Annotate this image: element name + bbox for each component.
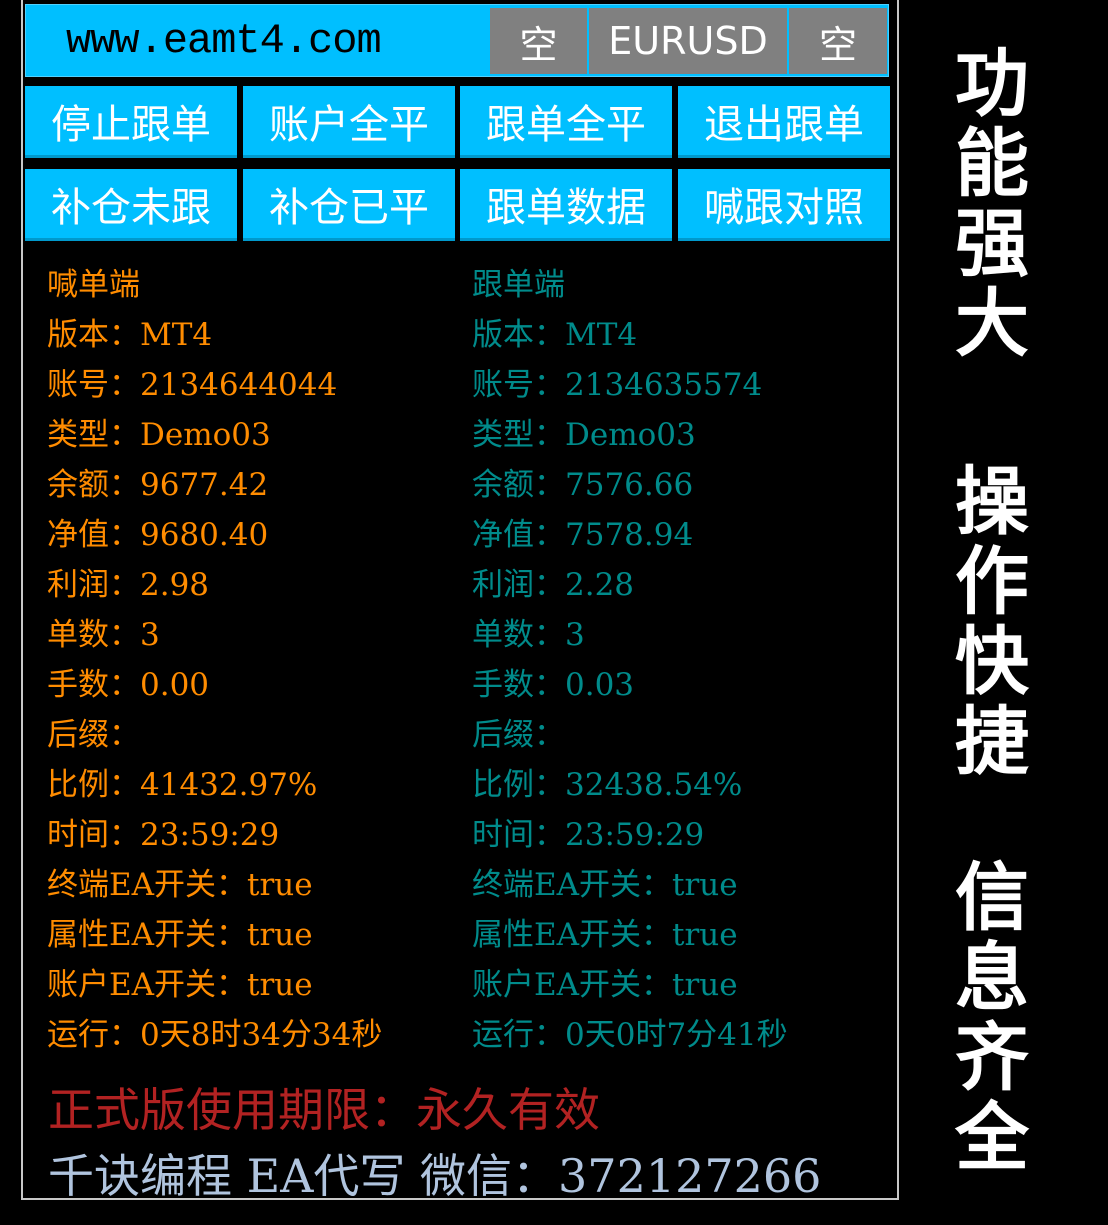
compare-button[interactable]: 喊跟对照 xyxy=(678,169,890,241)
follower-info-row: 时间：23:59:29 xyxy=(472,817,705,853)
close-copied-button[interactable]: 跟单全平 xyxy=(460,86,672,158)
copy-data-button[interactable]: 跟单数据 xyxy=(460,169,672,241)
follower-info-row: 属性EA开关：true xyxy=(472,917,738,953)
close-account-button[interactable]: 账户全平 xyxy=(243,86,455,158)
left-slot-button[interactable]: 空 xyxy=(490,8,587,74)
follower-info-row: 余额：7576.66 xyxy=(472,467,694,503)
right-slot-button[interactable]: 空 xyxy=(789,8,887,74)
follower-info-row: 手数：0.03 xyxy=(472,667,635,703)
follower-title: 跟单端 xyxy=(472,267,565,303)
caller-info-row: 净值：9680.40 xyxy=(47,517,269,553)
caller-title: 喊单端 xyxy=(47,267,140,303)
follower-info-row: 账户EA开关：true xyxy=(472,967,738,1003)
caller-info-row: 余额：9677.42 xyxy=(47,467,269,503)
contact-info: 千诀编程 EA代写 微信：372127266 xyxy=(48,1149,822,1203)
follower-info-row: 运行：0天0时7分41秒 xyxy=(472,1017,788,1053)
follower-info-row: 终端EA开关：true xyxy=(472,867,738,903)
caller-info-row: 比例：41432.97% xyxy=(47,767,318,803)
slogan-1: 功能强大 xyxy=(955,41,1029,367)
caller-info-row: 运行：0天8时34分34秒 xyxy=(47,1017,383,1053)
follower-info-row: 比例：32438.54% xyxy=(472,767,743,803)
caller-info-row: 账户EA开关：true xyxy=(47,967,313,1003)
follower-info-row: 类型：Demo03 xyxy=(472,417,696,453)
caller-info-row: 利润：2.98 xyxy=(47,567,210,603)
caller-info-row: 手数：0.00 xyxy=(47,667,210,703)
caller-info-row: 版本：MT4 xyxy=(47,317,213,353)
license-expiry: 正式版使用期限：永久有效 xyxy=(48,1083,600,1137)
copy-trade-panel xyxy=(21,0,899,1200)
caller-info-row: 类型：Demo03 xyxy=(47,417,271,453)
follower-info-row: 版本：MT4 xyxy=(472,317,638,353)
slogan-2: 操作快捷 xyxy=(955,459,1029,785)
caller-info-row: 时间：23:59:29 xyxy=(47,817,280,853)
header-bar: www.eamt4.com 空 EURUSD 空 xyxy=(25,4,889,77)
site-url: www.eamt4.com xyxy=(66,17,382,65)
follower-info-row: 净值：7578.94 xyxy=(472,517,694,553)
fill-uncopied-button[interactable]: 补仓未跟 xyxy=(25,169,237,241)
caller-info-row: 单数：3 xyxy=(47,617,160,653)
follower-info-row: 后缀： xyxy=(472,717,565,753)
symbol-button[interactable]: EURUSD xyxy=(589,8,787,74)
slogan-3: 信息齐全 xyxy=(955,855,1029,1181)
fill-closed-button[interactable]: 补仓已平 xyxy=(243,169,455,241)
caller-info-row: 终端EA开关：true xyxy=(47,867,313,903)
caller-info-row: 后缀： xyxy=(47,717,140,753)
follower-info-row: 利润：2.28 xyxy=(472,567,635,603)
caller-info-row: 账号：2134644044 xyxy=(47,367,338,403)
caller-info-row: 属性EA开关：true xyxy=(47,917,313,953)
exit-copy-button[interactable]: 退出跟单 xyxy=(678,86,890,158)
stop-copy-button[interactable]: 停止跟单 xyxy=(25,86,237,158)
follower-info-row: 单数：3 xyxy=(472,617,585,653)
follower-info-row: 账号：2134635574 xyxy=(472,367,763,403)
